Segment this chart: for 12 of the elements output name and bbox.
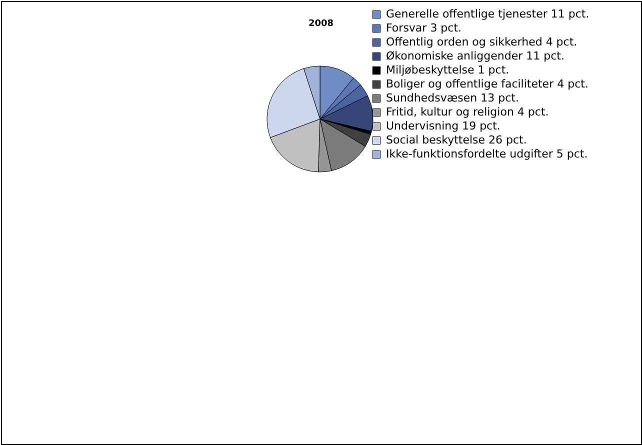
legend-label: Offentlig orden og sikkerhed 4 pct. (386, 36, 578, 48)
legend-label: Social beskyttelse 26 pct. (386, 134, 527, 146)
legend-label: Generelle offentlige tjenester 11 pct. (386, 8, 590, 20)
legend-label: Boliger og offentlige faciliteter 4 pct. (386, 78, 588, 90)
legend-label: Sundhedsvæsen 13 pct. (386, 92, 519, 104)
legend-label: Fritid, kultur og religion 4 pct. (386, 106, 549, 118)
text: 2008 (308, 19, 334, 29)
legend-label: Ikke-funktionsfordelte udgifter 5 pct. (386, 148, 588, 160)
legend-label: Miljøbeskyttelse 1 pct. (386, 64, 510, 76)
legend-label: Forsvar 3 pct. (386, 22, 462, 34)
legend-label: Økonomiske anliggender 11 pct. (386, 50, 564, 62)
legend-label: Undervisning 19 pct. (386, 120, 500, 132)
